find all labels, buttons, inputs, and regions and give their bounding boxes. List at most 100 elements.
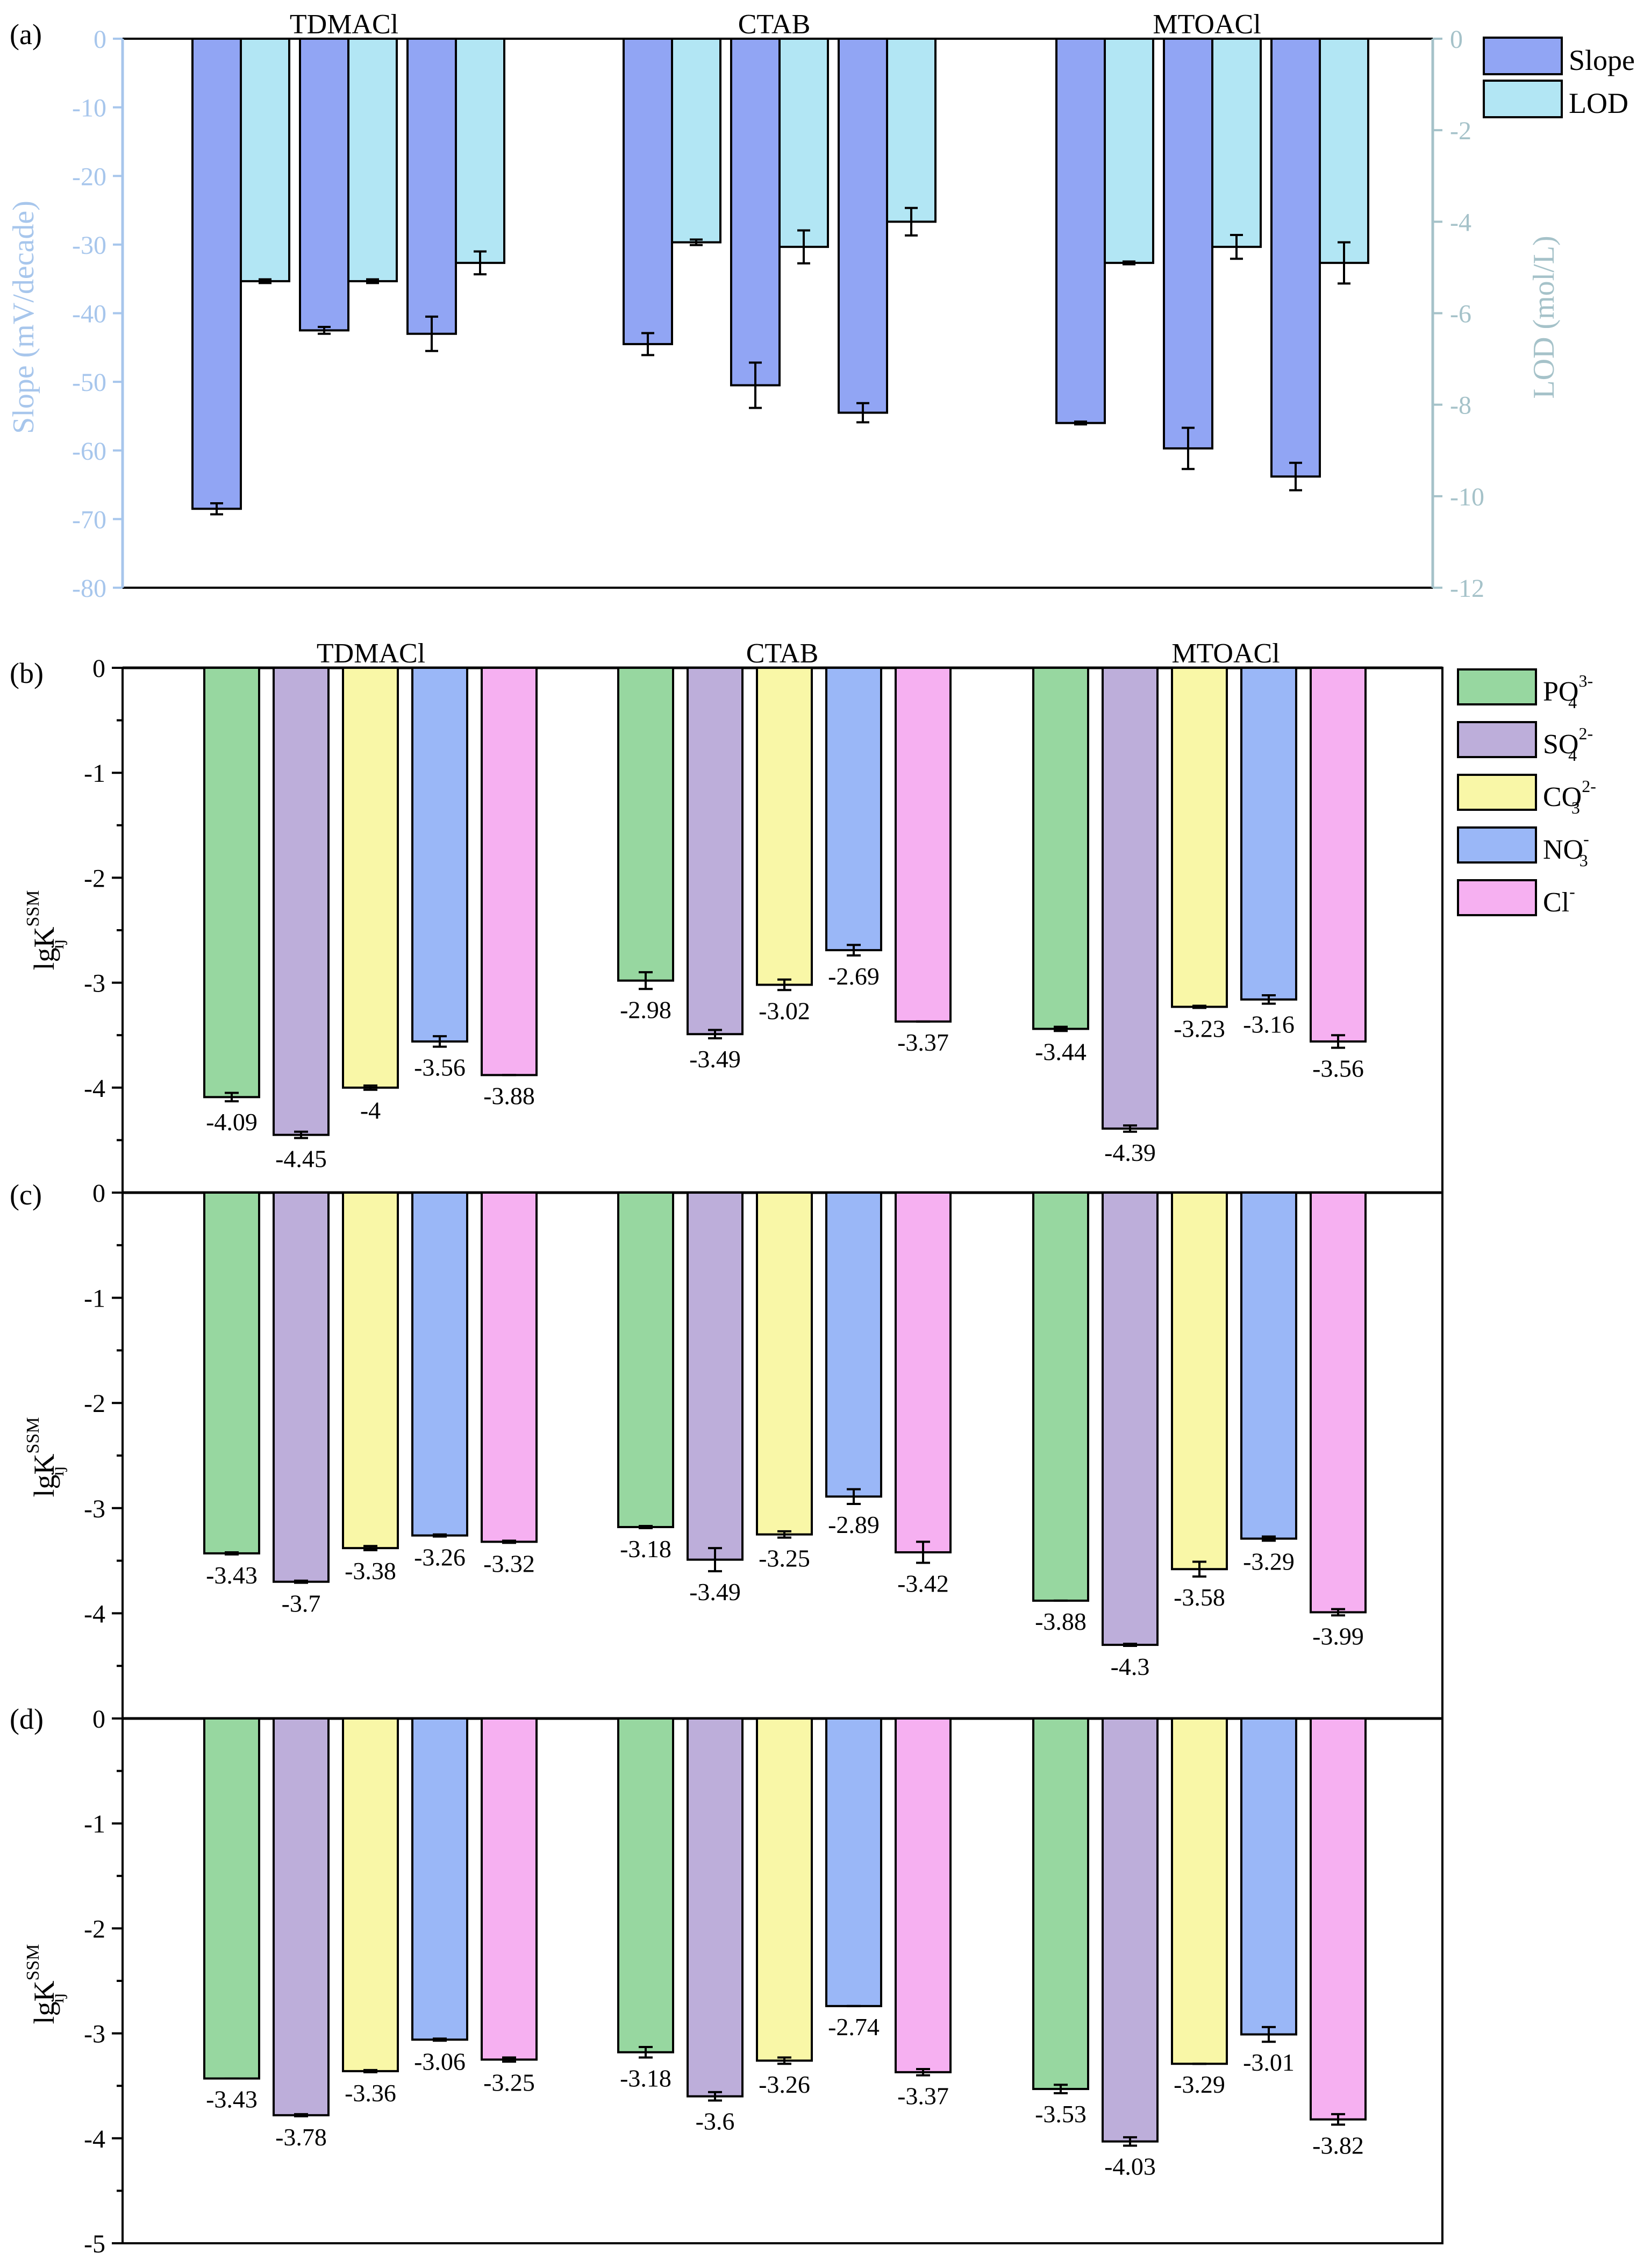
data-label-b-ctab-no3: -2.69	[828, 962, 880, 990]
data-label-d-ctab-po4: -3.18	[620, 2064, 671, 2092]
bar-c-ctab-no3	[825, 1192, 882, 1498]
bar-c-mtoacl-no3	[1240, 1192, 1297, 1540]
panel-a-legend: Slope LOD	[1483, 37, 1635, 119]
slope-bar-ctab-2	[730, 38, 781, 387]
panel-a-right-tick-label: -6	[1450, 300, 1471, 329]
data-label-d-ctab-no3: -2.74	[828, 2013, 880, 2041]
panel-c-tick-label: 0	[92, 1179, 105, 1208]
lod-bar-ctab-2	[778, 38, 829, 248]
panel-c-axis-title: lgKSSM ij	[23, 1417, 68, 1497]
panel-a-left-tick-label: -50	[72, 368, 106, 397]
panel-d-tick-label: -2	[84, 1915, 105, 1943]
bar-c-tdmacl-po4	[203, 1192, 260, 1554]
legend-swatch-lod	[1483, 80, 1563, 118]
data-label-c-ctab-cl: -3.42	[897, 1570, 949, 1597]
data-label-d-mtoacl-cl: -3.82	[1312, 2131, 1364, 2159]
bar-d-ctab-po4	[617, 1717, 674, 2053]
panel-a-right-axis-title: LOD (mol/L)	[1527, 236, 1561, 398]
panel-a-group-label-mtoacl: MTOACl	[1153, 9, 1261, 40]
data-label-d-tdmacl-cl: -3.25	[483, 2069, 535, 2096]
data-label-b-tdmacl-no3: -3.56	[414, 1054, 466, 1081]
lod-bar-tdmacl-1	[240, 38, 290, 282]
legend-swatch-no3	[1457, 826, 1537, 864]
legend-label-so4: SO2-4	[1543, 724, 1593, 765]
bar-d-tdmacl-po4	[203, 1717, 260, 2080]
bar-b-mtoacl-so4	[1102, 667, 1159, 1130]
bar-c-tdmacl-so4	[273, 1192, 330, 1583]
panel-c-tick-label: -4	[84, 1600, 105, 1628]
lod-bar-mtoacl-3	[1319, 38, 1369, 264]
panel-c-axis-title-sup: SSM	[23, 1417, 43, 1453]
bar-d-ctab-so4	[687, 1717, 744, 2098]
data-label-d-mtoacl-po4: -3.53	[1035, 2100, 1087, 2128]
panel-d-tick-label: -3	[84, 2020, 105, 2049]
bar-c-ctab-so4	[687, 1192, 744, 1561]
data-label-b-mtoacl-cl: -3.56	[1312, 1055, 1364, 1082]
data-label-c-ctab-co3: -3.25	[759, 1545, 810, 1572]
bar-c-ctab-co3	[756, 1192, 813, 1536]
bar-d-tdmacl-so4	[273, 1717, 330, 2116]
data-label-c-ctab-po4: -3.18	[620, 1535, 671, 1563]
panel-b-group-label-mtoacl: MTOACl	[1171, 638, 1280, 669]
lod-bar-tdmacl-3	[455, 38, 505, 264]
panel-d-plot: 0 -1 -2 -3 -4 -5 -3.43 -3.78 -3.36 -3.06 -3.25 -3.1…	[84, 1705, 1443, 2258]
legend-swatch-slope	[1483, 37, 1563, 75]
panel-a-left-axis-title: Slope (mV/decade)	[7, 201, 40, 434]
data-label-d-ctab-co3: -3.26	[759, 2071, 810, 2098]
panel-b-tick-label: -2	[84, 864, 105, 893]
panel-b-tag: (b)	[10, 657, 44, 689]
panel-d-tick-label: -5	[84, 2230, 105, 2258]
bar-d-tdmacl-cl	[481, 1717, 538, 2061]
svg-text:lgKSSMij: lgKSSM ij	[23, 1417, 68, 1497]
bar-d-ctab-no3	[825, 1717, 882, 2007]
panel-d-tag: (d)	[10, 1703, 44, 1735]
lod-bar-tdmacl-2	[347, 38, 398, 282]
svg-text:lgKSSMij: lgKSSM ij	[23, 1944, 68, 2024]
data-label-c-mtoacl-no3: -3.29	[1243, 1547, 1295, 1575]
panel-c-tick-label: -1	[84, 1285, 105, 1313]
bar-b-ctab-so4	[687, 667, 744, 1036]
bar-b-ctab-cl	[895, 667, 952, 1023]
data-label-c-tdmacl-no3: -3.26	[414, 1544, 466, 1571]
panel-b-group-label-ctab: CTAB	[746, 638, 819, 669]
panel-a-group-label-ctab: CTAB	[738, 9, 811, 40]
panel-c-tag: (c)	[10, 1179, 42, 1211]
bar-c-mtoacl-so4	[1102, 1192, 1159, 1646]
slope-bar-tdmacl-2	[299, 38, 349, 332]
data-label-b-ctab-po4: -2.98	[620, 996, 671, 1023]
bar-b-tdmacl-so4	[273, 667, 330, 1136]
lod-bar-ctab-3	[886, 38, 937, 223]
legend-label-co3: CO2-3	[1543, 776, 1596, 817]
panel-c-tick-label: -2	[84, 1389, 105, 1418]
panel-a-left-tick-label: -40	[72, 300, 106, 329]
data-label-b-tdmacl-co3: -4	[360, 1097, 381, 1124]
legend-label-lod: LOD	[1569, 87, 1628, 119]
bar-d-mtoacl-so4	[1102, 1717, 1159, 2143]
panel-a-left-tick-label: -30	[72, 231, 106, 260]
bar-d-ctab-cl	[895, 1717, 952, 2073]
bar-b-mtoacl-cl	[1310, 667, 1367, 1043]
panel-b-axis-title-sub: ij	[48, 939, 68, 950]
panel-b-tick-label: 0	[92, 654, 105, 683]
data-label-c-tdmacl-po4: -3.43	[206, 1561, 258, 1589]
panel-d-axis-title-sub: ij	[48, 1993, 68, 2003]
legend-label-cl: Cl-	[1543, 882, 1575, 918]
panel-b-axis-title-base: lgK	[28, 927, 60, 971]
panel-b-group-label-tdmacl: TDMACl	[317, 638, 425, 669]
panel-c-axis-title-sub: ij	[48, 1466, 68, 1477]
bar-d-ctab-co3	[756, 1717, 813, 2062]
bar-b-mtoacl-co3	[1171, 667, 1228, 1008]
bar-c-ctab-po4	[617, 1192, 674, 1529]
panel-b-plot: 0 -1 -2 -3 -4 -4.09 -4.45 -4 -3.56 -3.88 -2.98 -3.4…	[84, 654, 1443, 1194]
data-label-c-ctab-so4: -3.49	[689, 1578, 741, 1606]
legend-swatch-cl	[1457, 879, 1537, 916]
panel-b-axis-title: lgKSSM ij	[23, 890, 68, 970]
legend-label-po4: PO3-4	[1543, 671, 1593, 712]
data-label-d-tdmacl-so4: -3.78	[275, 2123, 327, 2151]
panel-b-tick-label: -4	[84, 1074, 105, 1103]
bar-b-tdmacl-po4	[203, 667, 260, 1099]
panel-a-left-tick-label: 0	[94, 25, 106, 54]
legend-swatch-co3	[1457, 774, 1537, 811]
bar-b-tdmacl-cl	[481, 667, 538, 1076]
